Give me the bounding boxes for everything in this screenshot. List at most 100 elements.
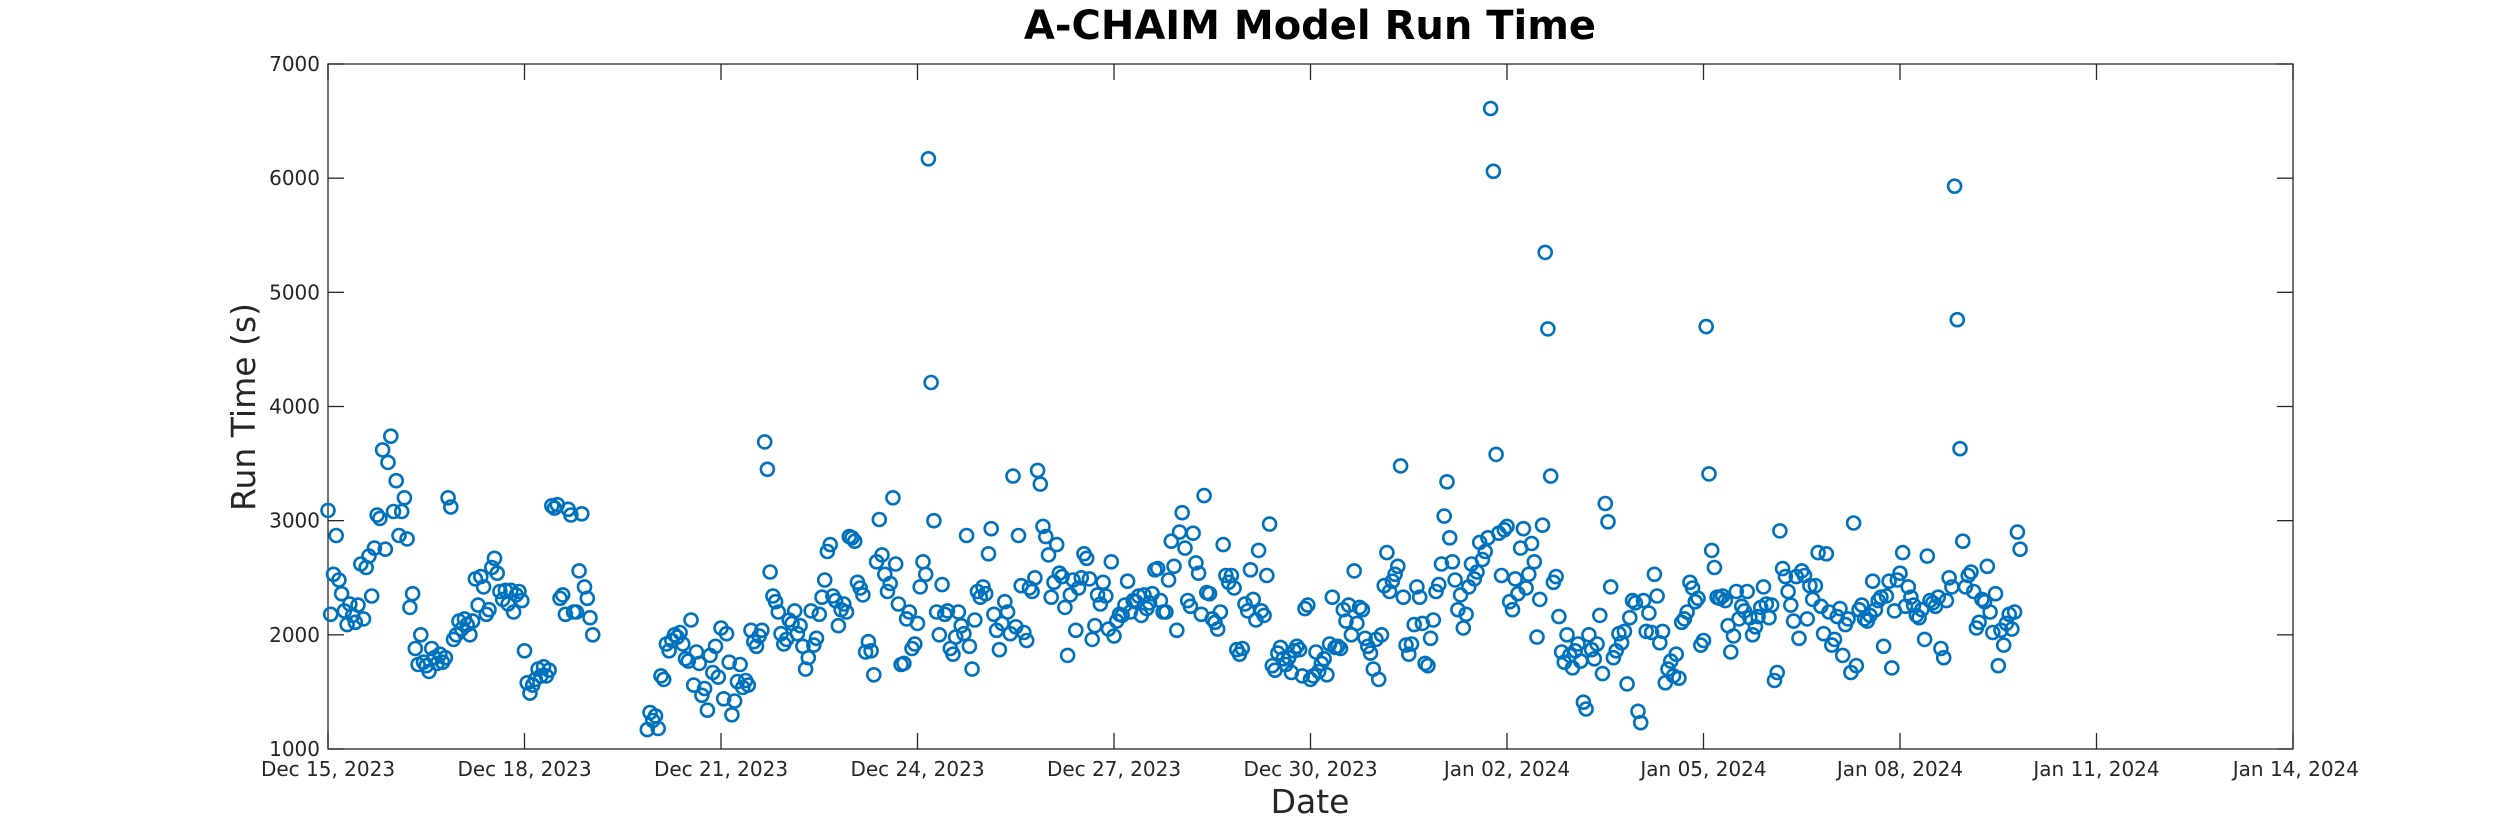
data-point	[1330, 638, 1346, 655]
data-point	[653, 668, 669, 684]
data-point	[333, 585, 350, 602]
data-point	[1616, 623, 1633, 640]
data-point	[816, 572, 833, 588]
data-point	[1840, 611, 1856, 627]
data-point	[1403, 636, 1420, 652]
data-point	[1163, 533, 1180, 550]
data-point	[983, 520, 1000, 537]
data-point	[1392, 458, 1409, 474]
data-point	[1373, 626, 1390, 643]
data-point	[677, 650, 694, 667]
x-tick-label: Jan 11, 2024	[2031, 757, 2159, 781]
data-point	[1755, 579, 1772, 595]
data-point	[582, 609, 598, 626]
data-point	[1499, 518, 1515, 535]
data-point	[1725, 628, 1742, 644]
data-markers	[320, 100, 2028, 738]
x-tick-label: Jan 05, 2024	[1638, 757, 1766, 781]
data-point	[552, 590, 568, 607]
data-point	[421, 663, 437, 680]
data-point	[1632, 714, 1649, 731]
data-point	[1985, 624, 2001, 641]
data-point	[1881, 573, 1897, 590]
data-point	[726, 693, 743, 709]
data-point	[1826, 631, 1843, 648]
data-point	[1059, 647, 1076, 664]
data-point	[1619, 676, 1635, 692]
data-point	[871, 511, 888, 528]
data-point	[740, 677, 757, 693]
data-point	[404, 585, 421, 602]
data-point	[366, 540, 383, 556]
data-point	[1379, 544, 1395, 561]
data-point	[1818, 545, 1835, 562]
x-tick-label: Dec 18, 2023	[457, 757, 591, 781]
data-point	[1995, 637, 2012, 653]
data-point	[1589, 636, 1605, 652]
data-point	[363, 588, 380, 604]
data-point	[956, 625, 972, 642]
data-point	[475, 579, 492, 595]
data-point	[1447, 572, 1463, 588]
data-point	[442, 499, 459, 515]
data-point	[1073, 569, 1090, 586]
data-point	[732, 656, 748, 673]
data-point	[1237, 596, 1253, 612]
data-point	[355, 611, 372, 627]
data-point	[1496, 521, 1513, 538]
data-point	[1810, 544, 1826, 561]
data-point	[1169, 622, 1185, 639]
y-tick-label: 1000	[269, 737, 320, 761]
data-point	[1911, 609, 1927, 626]
y-tick-label: 3000	[269, 509, 320, 533]
x-tick-label: Dec 15, 2023	[261, 757, 395, 781]
data-point	[1087, 617, 1103, 634]
data-point	[655, 671, 672, 688]
data-point	[1106, 628, 1122, 644]
data-point	[835, 596, 852, 612]
data-point	[1829, 608, 1845, 625]
data-point	[1018, 632, 1035, 649]
data-point	[928, 604, 945, 620]
data-point	[906, 636, 923, 652]
data-point	[1245, 591, 1261, 608]
data-point	[1744, 626, 1761, 643]
data-point	[696, 680, 713, 697]
data-point	[789, 625, 806, 642]
data-point	[890, 596, 907, 612]
data-point	[1515, 520, 1532, 537]
data-point	[481, 601, 497, 618]
data-point	[1428, 583, 1444, 600]
data-point	[1158, 604, 1174, 620]
data-point	[1532, 591, 1548, 608]
data-point	[885, 489, 901, 506]
x-tick-label: Dec 24, 2023	[850, 757, 984, 781]
plot-area	[327, 63, 2294, 750]
data-point	[584, 626, 601, 643]
x-tick-label: Jan 14, 2024	[2231, 757, 2359, 781]
x-tick-label: Jan 02, 2024	[1442, 757, 1570, 781]
data-point	[1466, 571, 1483, 587]
data-point	[1354, 601, 1371, 618]
data-point	[1870, 592, 1886, 609]
data-point	[1548, 568, 1564, 585]
data-point	[1401, 646, 1417, 663]
data-point	[1324, 589, 1341, 606]
data-point	[1892, 565, 1908, 582]
data-point	[661, 642, 677, 659]
data-point	[991, 641, 1008, 658]
data-point	[863, 642, 879, 659]
data-point	[1261, 516, 1278, 532]
data-point	[865, 666, 882, 683]
data-point	[1728, 583, 1745, 600]
data-point	[1643, 624, 1660, 641]
data-point	[1349, 615, 1365, 632]
data-point	[1750, 608, 1766, 625]
data-point	[1668, 646, 1684, 663]
data-point	[568, 604, 585, 620]
data-point	[464, 613, 481, 629]
data-point	[1690, 590, 1706, 607]
data-point	[1417, 655, 1433, 672]
data-point	[2009, 524, 2026, 540]
